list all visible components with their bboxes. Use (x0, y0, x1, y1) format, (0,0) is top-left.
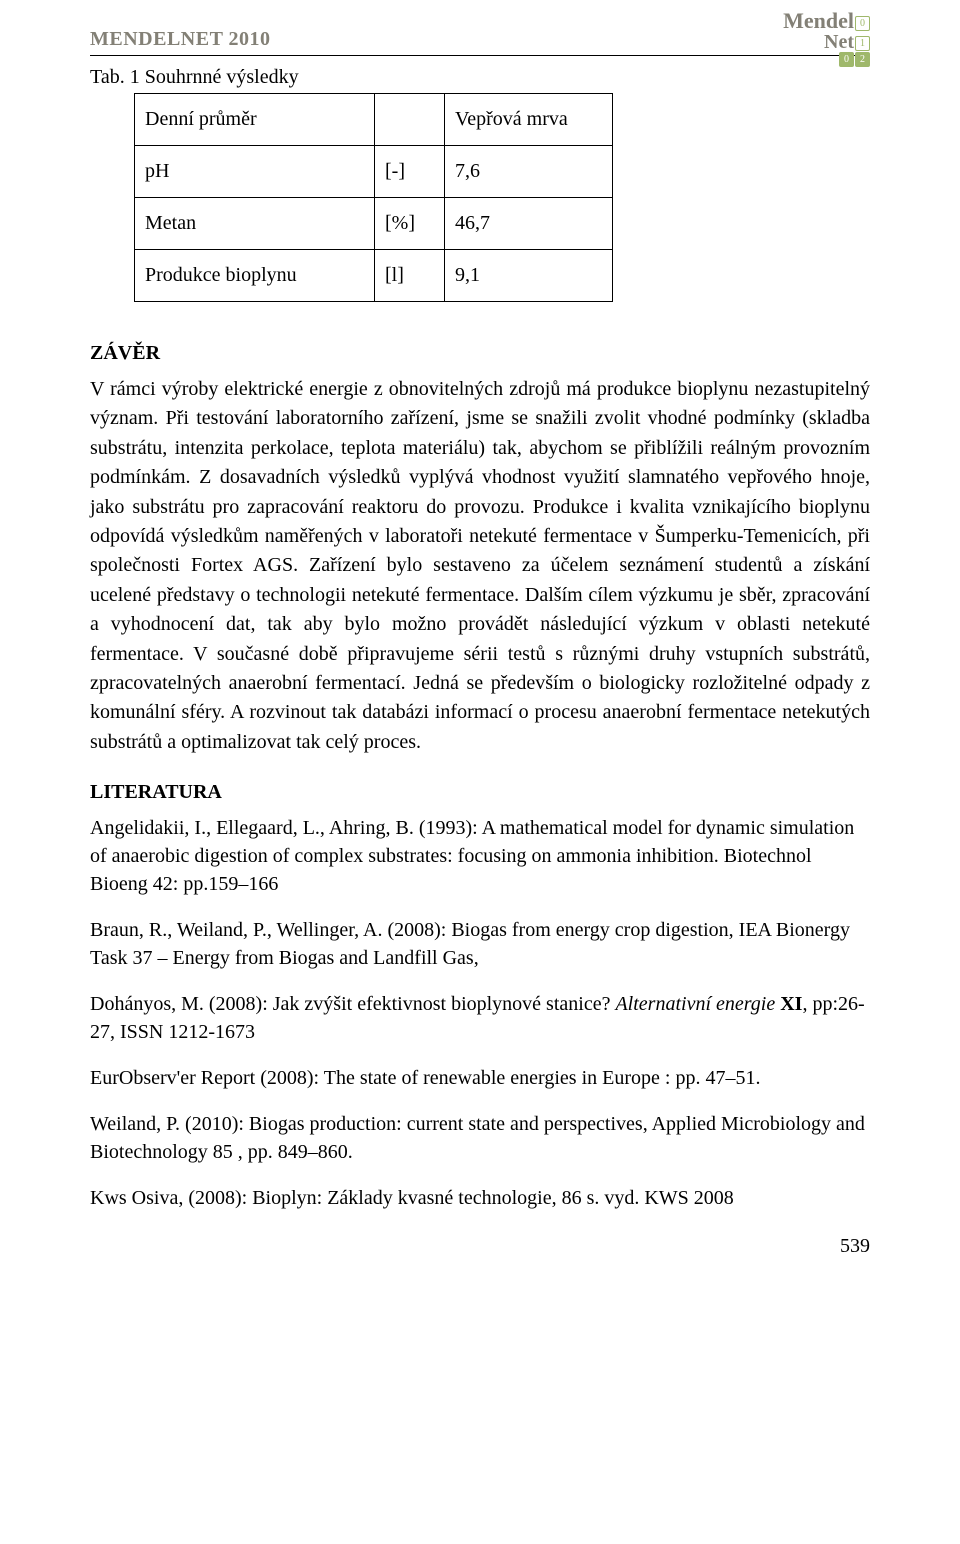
logo: Mendel0 Net1 02 (783, 10, 870, 68)
logo-line-2: Net1 02 (783, 32, 870, 68)
reference-item: Braun, R., Weiland, P., Wellinger, A. (2… (90, 916, 870, 972)
zaver-body: V rámci výroby elektrické energie z obno… (90, 375, 870, 757)
table-cell-value: 7,6 (445, 146, 613, 198)
page-container: Mendel0 Net1 02 MENDELNET 2010 Tab. 1 So… (0, 0, 960, 1270)
logo-badge-0a: 0 (855, 16, 870, 31)
logo-badge-2: 2 (855, 52, 870, 67)
table-row: Metan [%] 46,7 (135, 198, 613, 250)
logo-badge-0b: 0 (839, 52, 854, 67)
table-cell-name: Metan (135, 198, 375, 250)
table-header-cell: Denní průměr (135, 94, 375, 146)
logo-badge-1: 1 (855, 36, 870, 51)
table-caption: Tab. 1 Souhrnné výsledky (90, 66, 870, 89)
reference-item: EurObserv'er Report (2008): The state of… (90, 1064, 870, 1092)
table-header-row: Denní průměr Vepřová mrva (135, 94, 613, 146)
table-cell-value: 46,7 (445, 198, 613, 250)
logo-text-net: Net (824, 31, 854, 53)
table-cell-unit: [%] (375, 198, 445, 250)
logo-text-mendel: Mendel (783, 8, 854, 33)
reference-item: Angelidakii, I., Ellegaard, L., Ahring, … (90, 814, 870, 898)
results-table: Denní průměr Vepřová mrva pH [-] 7,6 Met… (134, 93, 613, 302)
header-left: MENDELNET 2010 (90, 28, 870, 53)
table-header-cell: Vepřová mrva (445, 94, 613, 146)
zaver-heading: ZÁVĚR (90, 342, 870, 365)
page-number: 539 (840, 1235, 870, 1258)
ref-italic: Alternativní energie (615, 993, 780, 1015)
reference-item: Weiland, P. (2010): Biogas production: c… (90, 1110, 870, 1166)
table-cell-value: 9,1 (445, 250, 613, 302)
table-row: Produkce bioplynu [l] 9,1 (135, 250, 613, 302)
table-row: pH [-] 7,6 (135, 146, 613, 198)
table-header-cell (375, 94, 445, 146)
table-cell-name: Produkce bioplynu (135, 250, 375, 302)
reference-item: Dohányos, M. (2008): Jak zvýšit efektivn… (90, 990, 870, 1046)
header-rule (90, 55, 870, 56)
ref-bold: XI (780, 993, 802, 1015)
table-cell-unit: [-] (375, 146, 445, 198)
table-cell-unit: [l] (375, 250, 445, 302)
literatura-heading: LITERATURA (90, 781, 870, 804)
ref-text: Dohányos, M. (2008): Jak zvýšit efektivn… (90, 993, 615, 1015)
logo-line-1: Mendel0 (783, 10, 870, 32)
table-cell-name: pH (135, 146, 375, 198)
conference-title: MENDELNET 2010 (90, 28, 870, 53)
reference-item: Kws Osiva, (2008): Bioplyn: Základy kvas… (90, 1184, 870, 1212)
